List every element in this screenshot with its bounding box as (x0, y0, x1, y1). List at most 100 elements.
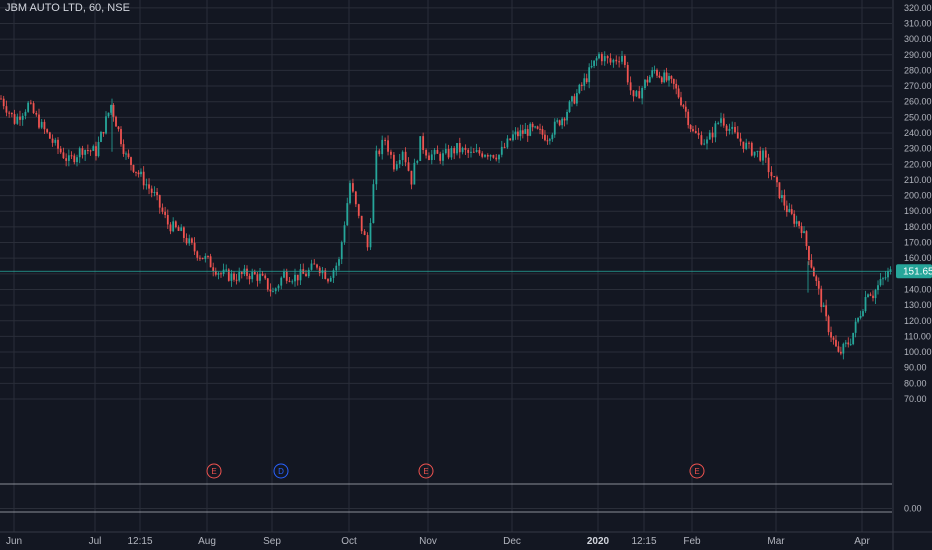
candle-body (453, 148, 456, 154)
candle-body (869, 294, 872, 296)
candle-body (458, 143, 461, 153)
y-tick-label: 210.00 (904, 175, 932, 185)
candle-body (172, 221, 175, 232)
candle-body (887, 271, 889, 278)
candle-body (598, 53, 600, 59)
candle-body (264, 275, 267, 279)
candle-body (578, 84, 581, 94)
candle-body (734, 126, 736, 133)
time-axis[interactable]: Jun Jul 12:15 Aug Sep Oct Nov Dec 2020 12:15 Feb Ma… (6, 536, 871, 547)
candle-body (410, 170, 413, 185)
candle-body (879, 279, 882, 286)
candle-body (357, 204, 360, 216)
candle-body (810, 259, 813, 268)
candle-body (57, 139, 59, 149)
candle-body (442, 153, 444, 161)
last-price-line: 151.65 (0, 264, 932, 279)
candle-body (750, 142, 753, 156)
candle-body (568, 101, 571, 112)
candle-body (551, 134, 554, 140)
candle-body (253, 272, 256, 275)
candle-body (456, 143, 458, 154)
price-axis[interactable]: 320.00 310.00 300.00 290.00 280.00 270.00 260.… (904, 3, 932, 514)
last-price-tag (896, 264, 932, 279)
candle-body (680, 97, 682, 106)
candle-body (407, 162, 410, 171)
candle-body (770, 172, 773, 177)
candle-body (153, 191, 156, 193)
candle-body (294, 274, 296, 282)
candle-body (697, 133, 700, 136)
y-tick-label: 250.00 (904, 112, 932, 122)
candle-body (739, 138, 742, 142)
earnings-marker[interactable] (206, 463, 222, 479)
candle-body (745, 142, 748, 149)
candle-body (692, 129, 694, 132)
candle-body (571, 96, 573, 102)
candle-body (127, 153, 130, 158)
candle-body (177, 227, 180, 231)
candle-body (541, 129, 544, 135)
candle-body (107, 112, 110, 117)
candle-body (248, 275, 251, 280)
candle-body (675, 83, 678, 89)
candle-body (682, 105, 685, 107)
candle-body (546, 140, 549, 142)
candle-body (503, 146, 506, 148)
candle-body (590, 65, 593, 68)
candle-body (478, 150, 481, 154)
candle-body (805, 231, 808, 247)
candle-body (672, 78, 675, 84)
y-tick-label: 140.00 (904, 284, 932, 294)
candle-body (54, 139, 57, 143)
dividend-marker[interactable] (273, 463, 289, 479)
candle-body (81, 148, 84, 155)
candle-body (450, 148, 453, 158)
candle-body (233, 273, 235, 280)
candle-body (862, 311, 864, 317)
candle-body (256, 274, 259, 281)
y-tick-label: 100.00 (904, 347, 932, 357)
candle-body (670, 76, 673, 79)
candle-body (387, 140, 389, 152)
candle-body (635, 91, 638, 97)
candles-layer (0, 50, 892, 360)
candle-body (668, 76, 670, 81)
candle-body (24, 111, 27, 116)
y-tick-label: 230.00 (904, 144, 932, 154)
candle-body (220, 273, 222, 275)
candle-body (135, 171, 137, 173)
candle-body (600, 53, 603, 62)
candle-body (720, 118, 722, 123)
candle-body (188, 238, 191, 244)
candle-body (274, 288, 277, 292)
candle-body (658, 75, 661, 78)
y-tick-label: 90.00 (904, 363, 927, 373)
y-tick-label: 240.00 (904, 128, 932, 138)
candle-body (142, 171, 145, 186)
candle-body (212, 267, 215, 271)
candle-body (827, 316, 830, 333)
candle-body (495, 157, 498, 160)
candle-body (711, 132, 714, 138)
candle-body (132, 165, 135, 172)
candle-body (470, 151, 472, 153)
earnings-marker[interactable] (689, 463, 705, 479)
candle-body (553, 121, 556, 135)
candle-body (481, 153, 484, 157)
candle-body (199, 257, 201, 259)
y-tick-label: 80.00 (904, 378, 927, 388)
candle-body (475, 150, 478, 152)
candle-body (638, 91, 641, 99)
candle-body (349, 183, 351, 204)
candle-body (665, 72, 668, 81)
candle-body (235, 279, 238, 281)
candle-body (89, 150, 92, 152)
candle-body (169, 224, 172, 232)
y-tick-label: 300.00 (904, 34, 932, 44)
earnings-marker[interactable] (418, 463, 434, 479)
candle-body (148, 184, 150, 189)
candle-body (100, 131, 102, 142)
candle-body (820, 288, 823, 307)
